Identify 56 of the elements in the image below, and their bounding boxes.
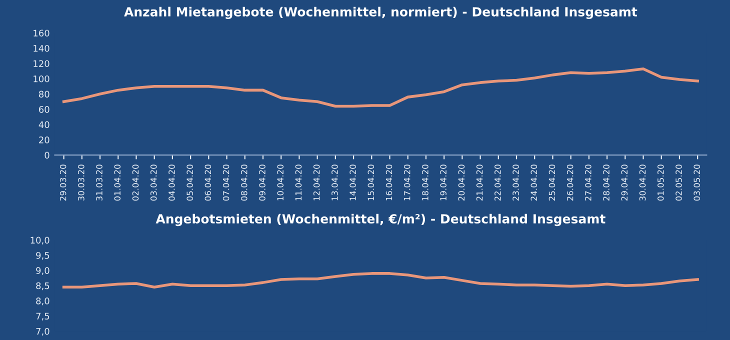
x-tick-label: 02.05.20 xyxy=(676,164,682,201)
x-tick-label: 30.04.20 xyxy=(639,164,646,201)
line-series xyxy=(62,272,699,289)
x-tick-label: 03.04.20 xyxy=(150,164,157,201)
y-tick-label: 20 xyxy=(39,136,50,144)
x-tick-label: 06.04.20 xyxy=(204,164,212,201)
y-tick-label: 10,0 xyxy=(30,236,50,245)
x-tick-label: 19.04.20 xyxy=(440,164,446,200)
x-tick-label: 30.03.20 xyxy=(78,164,84,201)
line-series xyxy=(62,67,699,108)
x-tick-label: 24.04.20 xyxy=(530,164,538,201)
x-tick-label: 10.04.20 xyxy=(277,164,284,200)
x-tick-label: 14.04.20 xyxy=(350,164,356,200)
x-tick-label: 25.04.20 xyxy=(548,164,556,201)
y-tick-label: 9,5 xyxy=(36,252,50,260)
x-tick-label: 08.04.20 xyxy=(241,164,248,201)
x-tick-label: 09.04.20 xyxy=(259,164,266,201)
x-tick-label: 31.03.20 xyxy=(96,164,102,201)
x-tick-label: 27.04.20 xyxy=(585,164,592,201)
y-tick-label: 9,0 xyxy=(36,267,50,275)
x-tick-label: 12.04.20 xyxy=(313,164,320,200)
x-tick-label: 29.04.20 xyxy=(621,164,628,201)
x-tick-label: 26.04.20 xyxy=(566,164,574,201)
x-tick-label: 18.04.20 xyxy=(422,164,428,200)
y-tick-label: 80 xyxy=(39,90,50,98)
x-tick-label: 28.04.20 xyxy=(603,164,610,201)
x-tick-label: 22.04.20 xyxy=(494,164,501,201)
y-tick-label: 60 xyxy=(39,106,50,113)
x-tick-label: 07.04.20 xyxy=(222,164,230,201)
y-tick-label: 160 xyxy=(34,30,50,37)
x-tick-label: 05.04.20 xyxy=(186,164,193,201)
y-tick-label: 40 xyxy=(38,121,50,128)
y-tick-label: 7,5 xyxy=(36,312,50,320)
x-tick-label: 15.04.20 xyxy=(368,164,374,200)
x-tick-label: 21.04.20 xyxy=(476,164,483,201)
x-tick-label: 02.04.20 xyxy=(132,164,139,201)
x-tick-label: 04.04.20 xyxy=(168,164,175,201)
y-tick-label: 0 xyxy=(44,152,50,159)
y-tick-label: 7,0 xyxy=(36,328,50,336)
y-tick-label: 8,0 xyxy=(36,298,50,306)
x-tick-label: 11.04.20 xyxy=(295,164,302,200)
y-tick-label: 8,5 xyxy=(36,282,50,290)
y-tick-label: 100 xyxy=(34,75,50,82)
chart-title: Angebotsmieten (Wochenmittel, €/m²) - Deutschland Insgesamt xyxy=(156,214,606,226)
x-tick-label: 01.04.20 xyxy=(114,164,121,201)
chart-title: Anzahl Mietangebote (Wochenmittel, normiert) - Deutschland Insgesamt xyxy=(124,6,638,20)
x-tick-label: 01.05.20 xyxy=(657,164,664,201)
y-tick-label: 140 xyxy=(34,44,50,52)
y-tick-label: 120 xyxy=(34,60,50,68)
x-tick-label: 29.03.20 xyxy=(60,164,66,201)
x-tick-label: 17.04.20 xyxy=(404,164,410,200)
x-tick-label: 03.05.20 xyxy=(694,164,700,201)
x-tick-label: 23.04.20 xyxy=(512,164,519,201)
x-tick-label: 16.04.20 xyxy=(386,164,392,200)
x-tick-label: 13.04.20 xyxy=(332,164,338,200)
x-tick-label: 20.04.20 xyxy=(458,164,465,201)
